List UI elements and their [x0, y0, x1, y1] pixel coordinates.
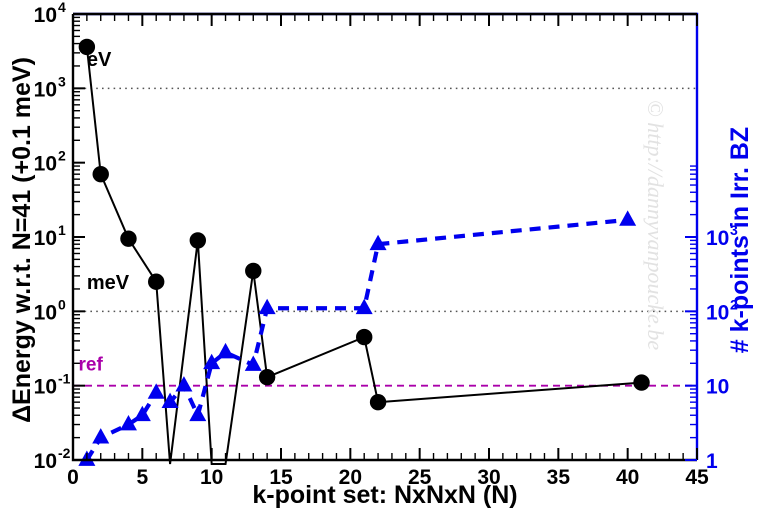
data-point-energy [633, 374, 650, 391]
x-tick-label: 5 [136, 466, 148, 489]
data-point-kpoints [203, 353, 221, 370]
x-tick-label: 35 [547, 466, 571, 489]
data-point-energy [369, 393, 387, 411]
x-tick-label: 45 [685, 466, 709, 489]
y-tick-label-mantissa: 10 [34, 450, 57, 473]
y-tick-label-exponent: 3 [58, 73, 66, 89]
data-point-energy [356, 328, 373, 346]
data-point-energy [258, 369, 276, 386]
watermark: © http://dannyvanpoucke.be [643, 100, 668, 350]
data-point-energy [120, 230, 137, 247]
y2-tick-label-group: 10 3 [706, 222, 738, 250]
y2-tick-label-mantissa: 10 [706, 376, 729, 399]
data-point-kpoints [119, 415, 137, 431]
x-tick-label: 10 [200, 466, 223, 489]
annotation-ref: ref [79, 354, 104, 375]
plot-annotations: eV meV ref [79, 49, 130, 376]
data-series [78, 38, 650, 466]
y-tick-label-group: 10 3 [34, 73, 66, 101]
y-tick-label-exponent: 2 [58, 148, 66, 164]
y-tick-label-mantissa: 10 [34, 376, 57, 399]
y-tick-label-group: 10 1 [34, 222, 66, 250]
y2-tick-label-exponent: 3 [730, 222, 738, 238]
data-point-energy [78, 38, 96, 56]
y2-tick-label-exponent: 2 [730, 296, 738, 312]
x-tick-label: 30 [477, 466, 500, 489]
data-point-kpoints [147, 383, 165, 399]
y-tick-label-exponent: -1 [58, 371, 71, 387]
data-point-kpoints [133, 405, 151, 422]
data-point-kpoints [92, 428, 110, 444]
y2-tick-label-group: 10 [706, 376, 729, 399]
y-tick-label-exponent: 0 [58, 296, 66, 312]
x-tick-label: 15 [269, 466, 293, 489]
y-tick-label-mantissa: 10 [34, 227, 57, 250]
y-tick-label-exponent: -2 [58, 445, 71, 461]
data-point-kpoints [244, 355, 262, 371]
y-tick-label-mantissa: 10 [34, 4, 57, 27]
y-tick-label-mantissa: 10 [34, 153, 57, 176]
data-point-kpoints [161, 392, 179, 409]
data-point-kpoints [189, 405, 207, 422]
x-tick-label: 25 [408, 466, 432, 489]
y-tick-label-group: 10 0 [34, 296, 66, 324]
axes [71, 12, 699, 462]
annotation-mev: meV [87, 272, 130, 294]
x-tick-label: 20 [339, 466, 362, 489]
y-tick-label-group: 10 4 [34, 0, 66, 27]
y2-tick-label-group: 1 [706, 450, 718, 473]
data-point-kpoints [175, 376, 193, 392]
data-point-energy [92, 165, 109, 183]
data-point-kpoints [355, 298, 373, 315]
annotation-ev: eV [87, 49, 112, 71]
x-axis-title: k-point set: NxNxN (N) [252, 481, 517, 509]
y-tick-label-mantissa: 10 [34, 78, 57, 101]
x-tick-label: 40 [616, 466, 639, 489]
data-point-kpoints [369, 234, 387, 251]
y2-tick-label-mantissa: 10 [706, 227, 729, 250]
y2-tick-label-mantissa: 10 [706, 301, 729, 324]
y-tick-label-group: 10 -1 [34, 371, 71, 399]
watermark-text: © http://dannyvanpoucke.be [643, 100, 668, 350]
y-tick-label-exponent: 1 [58, 222, 66, 238]
y2-tick-label-mantissa: 1 [706, 450, 718, 473]
data-point-energy [189, 232, 206, 249]
series-line-kpoints [85, 217, 628, 462]
data-point-energy [245, 262, 262, 280]
x-tick-label: 0 [67, 466, 79, 489]
y-tick-label-exponent: 4 [58, 0, 66, 15]
y2-tick-label-group: 10 2 [706, 296, 738, 324]
data-point-energy [148, 273, 165, 290]
y-tick-label-group: 10 -2 [34, 445, 71, 473]
data-point-kpoints [258, 298, 276, 315]
data-point-kpoints [619, 210, 637, 226]
y-axis-title: ΔEnergy w.r.t. N=41 (+0.1 meV) [8, 57, 36, 423]
y-tick-label-mantissa: 10 [34, 301, 57, 324]
y2-axis-title: # k-points in Irr. BZ [726, 127, 754, 353]
y-tick-label-group: 10 2 [34, 148, 66, 176]
data-point-kpoints [217, 342, 235, 359]
